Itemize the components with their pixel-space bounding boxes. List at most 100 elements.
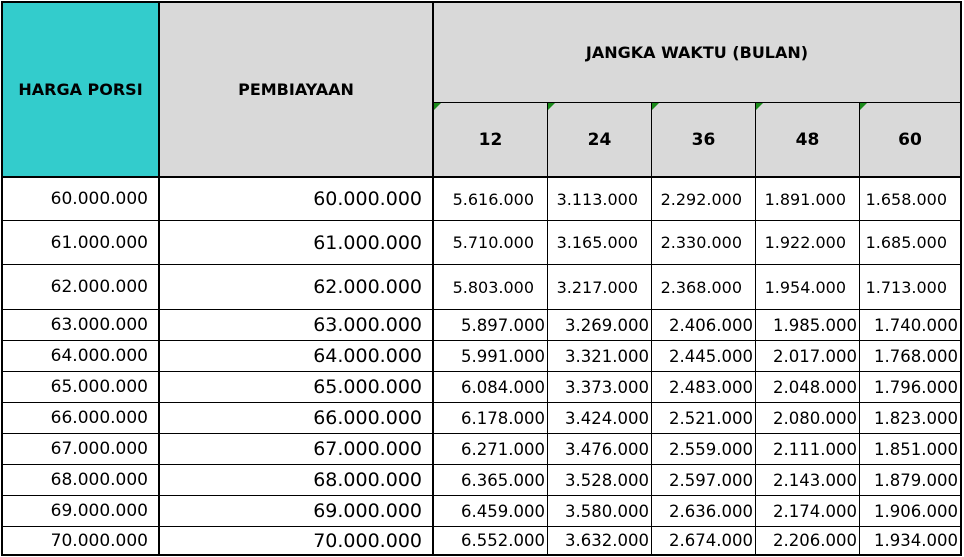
harga-porsi-value: 65.000.000 [50, 377, 148, 397]
installment-cell-48: 1.922.000 [756, 221, 860, 265]
installment-value: 1.922.000 [764, 233, 846, 252]
pembiayaan-value: 69.000.000 [313, 500, 422, 522]
installment-value: 3.580.000 [565, 501, 649, 521]
installment-value: 2.048.000 [773, 377, 857, 397]
pembiayaan-cell: 68.000.000 [160, 465, 434, 496]
installment-value: 2.636.000 [669, 501, 753, 521]
installment-cell-48: 2.048.000 [756, 372, 860, 403]
installment-value: 2.111.000 [773, 439, 857, 459]
installment-cell-24: 3.424.000 [548, 403, 652, 434]
installment-value: 3.113.000 [556, 189, 638, 209]
comment-marker-icon [548, 103, 555, 110]
harga-porsi-cell: 62.000.000 [3, 265, 160, 310]
installment-value: 5.710.000 [452, 233, 534, 252]
pembiayaan-cell: 65.000.000 [160, 372, 434, 403]
installment-value: 3.476.000 [565, 439, 649, 459]
pembiayaan-value: 60.000.000 [313, 188, 422, 210]
installment-value: 3.373.000 [565, 377, 649, 397]
term-header-label: 48 [795, 129, 820, 150]
installment-cell-36: 2.636.000 [652, 496, 756, 527]
term-header-12: 12 [434, 103, 548, 178]
pembiayaan-cell: 61.000.000 [160, 221, 434, 265]
term-header-label: 36 [691, 129, 716, 150]
installment-value: 3.424.000 [565, 408, 649, 428]
installment-value: 1.768.000 [874, 346, 958, 366]
pembiayaan-value: 66.000.000 [313, 407, 422, 429]
installment-cell-36: 2.445.000 [652, 341, 756, 372]
installment-cell-24: 3.217.000 [548, 265, 652, 310]
installment-cell-12: 6.178.000 [434, 403, 548, 434]
pembiayaan-cell: 63.000.000 [160, 310, 434, 341]
harga-porsi-cell: 68.000.000 [3, 465, 160, 496]
harga-porsi-cell: 60.000.000 [3, 178, 160, 221]
installment-value: 1.891.000 [764, 189, 846, 209]
installment-value: 1.740.000 [874, 315, 958, 335]
pembiayaan-cell: 67.000.000 [160, 434, 434, 465]
installment-value: 1.658.000 [865, 189, 947, 209]
installment-value: 2.521.000 [669, 408, 753, 428]
installment-cell-24: 3.321.000 [548, 341, 652, 372]
installment-cell-12: 5.991.000 [434, 341, 548, 372]
installment-value: 2.445.000 [669, 346, 753, 366]
comment-marker-icon [652, 103, 659, 110]
installment-value: 2.143.000 [773, 470, 857, 490]
installment-cell-60: 1.823.000 [860, 403, 960, 434]
term-header-label: 60 [898, 129, 922, 150]
installment-value: 1.906.000 [874, 501, 958, 521]
harga-porsi-header-label: HARGA PORSI [18, 80, 143, 99]
installment-cell-12: 6.271.000 [434, 434, 548, 465]
jangka-waktu-header: JANGKA WAKTU (BULAN) [434, 3, 960, 103]
installment-cell-24: 3.528.000 [548, 465, 652, 496]
harga-porsi-cell: 70.000.000 [3, 527, 160, 554]
installment-value: 5.897.000 [461, 315, 545, 335]
installment-value: 6.365.000 [461, 470, 545, 490]
installment-value: 6.271.000 [461, 439, 545, 459]
installment-cell-60: 1.851.000 [860, 434, 960, 465]
installment-cell-48: 2.111.000 [756, 434, 860, 465]
installment-cell-12: 6.459.000 [434, 496, 548, 527]
installment-cell-12: 5.803.000 [434, 265, 548, 310]
harga-porsi-cell: 67.000.000 [3, 434, 160, 465]
installment-value: 2.292.000 [660, 189, 742, 209]
installment-cell-60: 1.906.000 [860, 496, 960, 527]
installment-value: 2.674.000 [669, 531, 753, 550]
installment-cell-24: 3.165.000 [548, 221, 652, 265]
pembiayaan-value: 65.000.000 [313, 376, 422, 398]
installment-cell-60: 1.740.000 [860, 310, 960, 341]
pembiayaan-cell: 66.000.000 [160, 403, 434, 434]
installment-cell-48: 2.143.000 [756, 465, 860, 496]
installment-cell-36: 2.674.000 [652, 527, 756, 554]
installment-value: 1.796.000 [874, 377, 958, 397]
installment-value: 3.217.000 [556, 277, 638, 297]
harga-porsi-value: 60.000.000 [50, 189, 148, 209]
installment-cell-48: 2.017.000 [756, 341, 860, 372]
harga-porsi-cell: 69.000.000 [3, 496, 160, 527]
harga-porsi-value: 67.000.000 [50, 439, 148, 459]
pembiayaan-cell: 70.000.000 [160, 527, 434, 554]
installment-value: 1.851.000 [874, 439, 958, 459]
installment-cell-48: 1.985.000 [756, 310, 860, 341]
installment-value: 1.823.000 [874, 408, 958, 428]
installment-value: 2.559.000 [669, 439, 753, 459]
installment-cell-60: 1.879.000 [860, 465, 960, 496]
installment-value: 1.985.000 [773, 315, 857, 335]
term-header-36: 36 [652, 103, 756, 178]
pembiayaan-header-label: PEMBIAYAAN [238, 80, 354, 99]
installment-value: 6.459.000 [461, 501, 545, 521]
pembiayaan-cell: 69.000.000 [160, 496, 434, 527]
term-header-24: 24 [548, 103, 652, 178]
comment-marker-icon [756, 103, 763, 110]
installment-value: 6.178.000 [461, 408, 545, 428]
harga-porsi-header: HARGA PORSI [3, 3, 160, 178]
pembiayaan-value: 62.000.000 [313, 276, 422, 298]
pembiayaan-value: 67.000.000 [313, 438, 422, 460]
installment-value: 3.321.000 [565, 346, 649, 366]
installment-cell-12: 6.365.000 [434, 465, 548, 496]
harga-porsi-cell: 61.000.000 [3, 221, 160, 265]
installment-value: 6.084.000 [461, 377, 545, 397]
installment-value: 1.879.000 [874, 470, 958, 490]
harga-porsi-value: 61.000.000 [50, 232, 148, 253]
installment-value: 1.713.000 [865, 277, 947, 297]
installment-cell-12: 5.897.000 [434, 310, 548, 341]
